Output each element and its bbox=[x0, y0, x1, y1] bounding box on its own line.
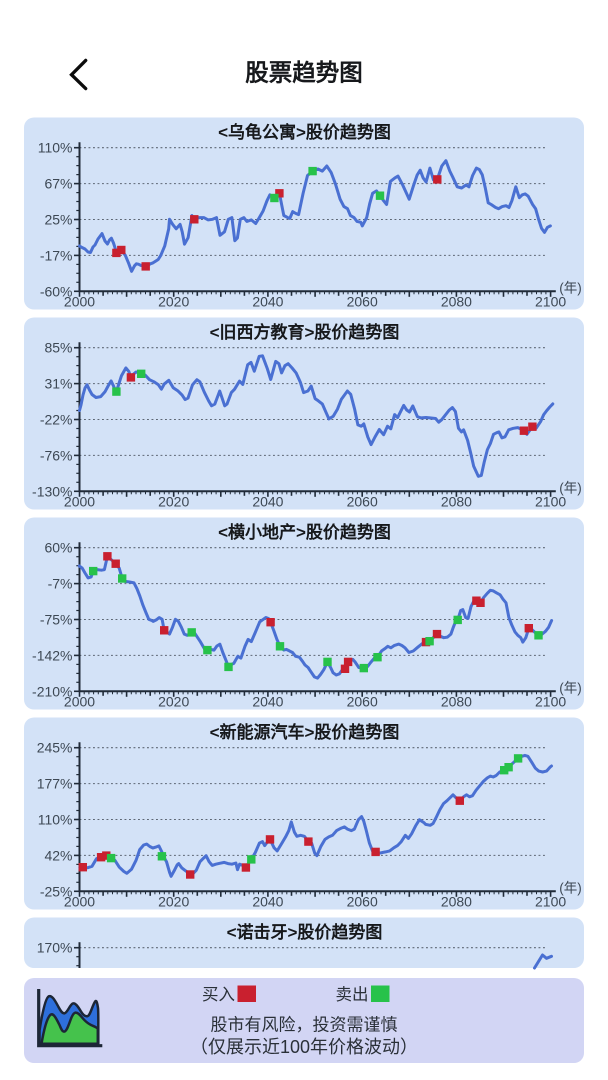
svg-text:<旧西方教育>股价趋势图: <旧西方教育>股价趋势图 bbox=[210, 322, 400, 342]
svg-text:2060: 2060 bbox=[347, 693, 378, 709]
svg-text:（仅展示近100年价格波动）: （仅展示近100年价格波动） bbox=[190, 1037, 418, 1057]
svg-text:2100: 2100 bbox=[535, 893, 566, 909]
svg-text:2060: 2060 bbox=[347, 893, 378, 909]
svg-text:2040: 2040 bbox=[252, 293, 283, 309]
svg-text:2020: 2020 bbox=[158, 493, 189, 509]
svg-text:2000: 2000 bbox=[64, 893, 95, 909]
svg-text:2100: 2100 bbox=[535, 293, 566, 309]
svg-text:(年): (年) bbox=[559, 680, 582, 695]
svg-text:2100: 2100 bbox=[535, 693, 566, 709]
svg-text:85%: 85% bbox=[44, 340, 72, 356]
svg-text:2000: 2000 bbox=[64, 493, 95, 509]
svg-text:2000: 2000 bbox=[64, 693, 95, 709]
svg-text:2060: 2060 bbox=[347, 493, 378, 509]
svg-text:2100: 2100 bbox=[535, 493, 566, 509]
svg-text:177%: 177% bbox=[37, 776, 73, 792]
svg-text:-22%: -22% bbox=[40, 412, 73, 428]
svg-text:60%: 60% bbox=[44, 540, 72, 556]
svg-text:2080: 2080 bbox=[441, 893, 472, 909]
svg-text:2080: 2080 bbox=[441, 493, 472, 509]
svg-text:-75%: -75% bbox=[40, 612, 73, 628]
svg-text:2060: 2060 bbox=[347, 293, 378, 309]
svg-text:-76%: -76% bbox=[40, 447, 73, 463]
svg-text:110%: 110% bbox=[38, 140, 73, 156]
svg-text:245%: 245% bbox=[37, 740, 73, 756]
svg-text:<诺击牙>股价趋势图: <诺击牙>股价趋势图 bbox=[227, 922, 383, 942]
svg-text:-210%: -210% bbox=[32, 683, 72, 699]
svg-text:-17%: -17% bbox=[40, 247, 73, 263]
svg-text:2020: 2020 bbox=[158, 693, 189, 709]
svg-text:170%: 170% bbox=[37, 940, 73, 956]
svg-text:2020: 2020 bbox=[158, 893, 189, 909]
svg-text:2040: 2040 bbox=[252, 893, 283, 909]
svg-text:股票趋势图: 股票趋势图 bbox=[245, 60, 363, 86]
svg-text:-142%: -142% bbox=[32, 647, 72, 663]
svg-text:2080: 2080 bbox=[441, 693, 472, 709]
svg-text:<新能源汽车>股价趋势图: <新能源汽车>股价趋势图 bbox=[210, 722, 400, 742]
svg-text:-7%: -7% bbox=[48, 576, 73, 592]
svg-text:110%: 110% bbox=[38, 812, 73, 828]
svg-text:-60%: -60% bbox=[40, 283, 73, 299]
svg-text:67%: 67% bbox=[44, 176, 72, 192]
svg-text:2080: 2080 bbox=[441, 293, 472, 309]
svg-text:(年): (年) bbox=[559, 480, 582, 495]
svg-text:(年): (年) bbox=[559, 280, 582, 295]
svg-text:31%: 31% bbox=[44, 376, 72, 392]
svg-text:2020: 2020 bbox=[158, 293, 189, 309]
svg-text:2000: 2000 bbox=[64, 293, 95, 309]
svg-text:42%: 42% bbox=[44, 847, 72, 863]
svg-text:股市有风险，投资需谨慎: 股市有风险，投资需谨慎 bbox=[211, 1016, 398, 1035]
svg-text:2040: 2040 bbox=[252, 693, 283, 709]
svg-text:(年): (年) bbox=[559, 880, 582, 895]
svg-text:<横小地产>股价趋势图: <横小地产>股价趋势图 bbox=[218, 522, 391, 542]
svg-text:买入: 买入 bbox=[202, 986, 235, 1004]
svg-text:25%: 25% bbox=[44, 212, 72, 228]
svg-text:<乌龟公寓>股价趋势图: <乌龟公寓>股价趋势图 bbox=[218, 122, 391, 142]
svg-text:卖出: 卖出 bbox=[336, 985, 369, 1004]
svg-text:-130%: -130% bbox=[32, 483, 72, 499]
svg-text:2040: 2040 bbox=[252, 493, 283, 509]
svg-text:-25%: -25% bbox=[40, 883, 73, 899]
